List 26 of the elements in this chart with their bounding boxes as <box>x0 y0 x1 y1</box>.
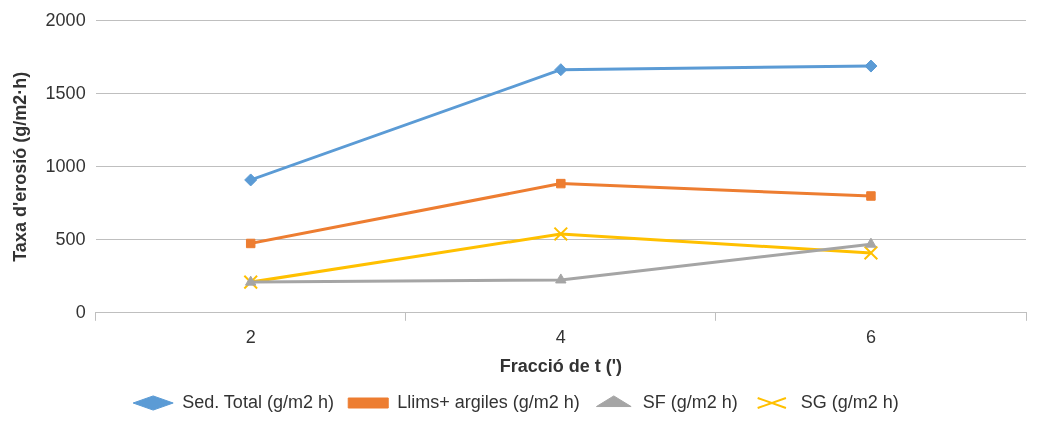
point <box>866 191 876 201</box>
point <box>556 178 566 189</box>
point <box>243 274 259 290</box>
y-tick-label: 2000 <box>45 9 86 30</box>
legend-label: Sed. Total (g/m2 h) <box>182 391 334 412</box>
x-axis-title: Fracció de t (') <box>499 356 622 377</box>
y-tick-label: 0 <box>75 301 86 322</box>
legend-label: SG (g/m2 h) <box>800 391 899 412</box>
x-tick-label: 6 <box>865 326 876 347</box>
point <box>244 173 258 187</box>
point <box>245 238 256 249</box>
point <box>863 245 879 261</box>
y-tick-label: 500 <box>55 228 86 249</box>
y-tick-label: 1000 <box>45 155 86 176</box>
legend-label: Llims+ argiles (g/m2 h) <box>397 391 580 412</box>
point <box>245 275 257 286</box>
x-tick-label: 2 <box>245 326 256 347</box>
point <box>555 273 567 284</box>
x-tick-label: 4 <box>555 326 566 347</box>
legend-label: SF (g/m2 h) <box>642 391 738 412</box>
point <box>554 63 568 77</box>
point <box>553 226 569 242</box>
point <box>864 59 878 73</box>
y-axis-title: Taxa d'erosió (g/m2·h) <box>9 71 30 262</box>
y-tick-label: 1500 <box>45 82 86 103</box>
point <box>865 237 877 248</box>
